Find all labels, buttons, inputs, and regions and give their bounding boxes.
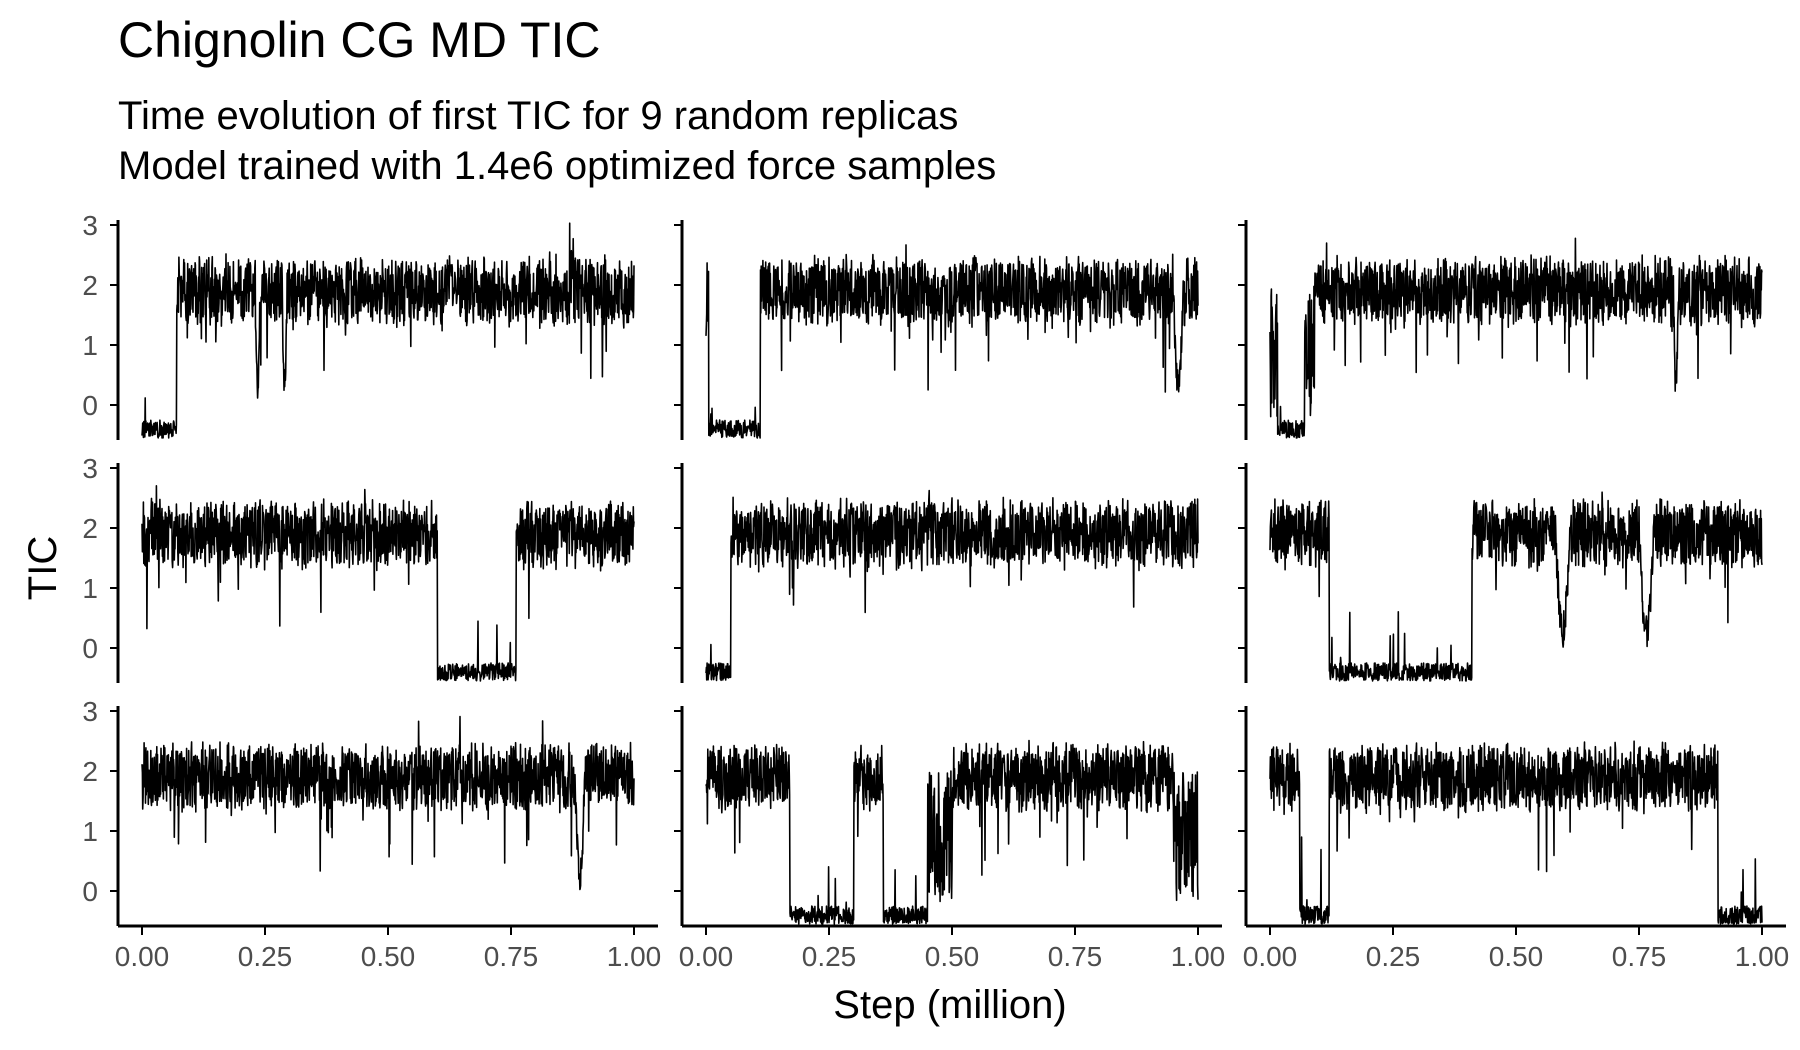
y-tick-label: 0 (82, 876, 98, 907)
y-tick-label: 1 (82, 573, 98, 604)
x-tick-label: 0.50 (1489, 941, 1544, 972)
x-tick-label: 0.00 (115, 941, 170, 972)
y-tick-label: 3 (82, 453, 98, 484)
chart-title: Chignolin CG MD TIC (118, 12, 601, 68)
x-axis-title: Step (million) (833, 983, 1066, 1027)
x-tick-label: 1.00 (607, 941, 662, 972)
facet-panel-7: 0 1 2 3 0.00 0.25 0.50 0.75 1.00 (82, 696, 661, 972)
tic-series-line-replica-9 (1269, 740, 1763, 925)
x-tick-label: 0.25 (238, 941, 293, 972)
y-tick-label: 0 (82, 633, 98, 664)
x-tick-label: 0.75 (1612, 941, 1667, 972)
tic-series-line-replica-2 (705, 244, 1199, 439)
facet-panel-6 (1238, 463, 1763, 683)
tic-series-line-replica-5 (705, 489, 1199, 682)
facet-panel-8: 0.00 0.25 0.50 0.75 1.00 (674, 706, 1225, 972)
x-tick-label: 0.75 (1048, 941, 1103, 972)
tic-series-line-replica-7 (141, 715, 635, 891)
x-tick-label: 0.75 (484, 941, 539, 972)
facet-panel-4: 0 1 2 3 (82, 453, 635, 683)
tic-series-line-replica-4 (141, 485, 635, 682)
y-tick-label: 1 (82, 330, 98, 361)
x-tick-label: 1.00 (1735, 941, 1790, 972)
x-tick-label: 0.50 (925, 941, 980, 972)
y-tick-label: 3 (82, 210, 98, 241)
facet-grid: 0 1 2 3 0 1 2 3 0 1 2 3 0.00 0.25 0.50 0.75 1.00 0.00 0.25… (82, 210, 1789, 972)
chart-subtitle-line-1: Time evolution of first TIC for 9 random… (118, 94, 959, 138)
x-tick-label: 0.25 (1366, 941, 1421, 972)
x-tick-label: 0.25 (802, 941, 857, 972)
y-tick-label: 2 (82, 513, 98, 544)
x-tick-label: 1.00 (1171, 941, 1226, 972)
tic-series-line-replica-3 (1269, 237, 1763, 439)
y-tick-label: 2 (82, 270, 98, 301)
facet-panel-3 (1238, 220, 1763, 440)
facet-panel-1: 0 1 2 3 (82, 210, 635, 440)
y-axis-title: TIC (21, 536, 65, 600)
facet-panel-2 (674, 220, 1199, 440)
tic-series-line-replica-8 (705, 739, 1199, 925)
tic-series-line-replica-6 (1269, 491, 1763, 682)
x-tick-label: 0.00 (1243, 941, 1298, 972)
facet-panel-9: 0.00 0.25 0.50 0.75 1.00 (1238, 706, 1789, 972)
tic-series-line-replica-1 (141, 222, 635, 439)
y-tick-label: 3 (82, 696, 98, 727)
chart-subtitle-line-2: Model trained with 1.4e6 optimized force… (118, 144, 997, 188)
x-tick-label: 0.00 (679, 941, 734, 972)
x-tick-label: 0.50 (361, 941, 416, 972)
facet-panel-5 (674, 463, 1199, 683)
y-tick-label: 1 (82, 816, 98, 847)
y-tick-label: 0 (82, 390, 98, 421)
y-tick-label: 2 (82, 756, 98, 787)
